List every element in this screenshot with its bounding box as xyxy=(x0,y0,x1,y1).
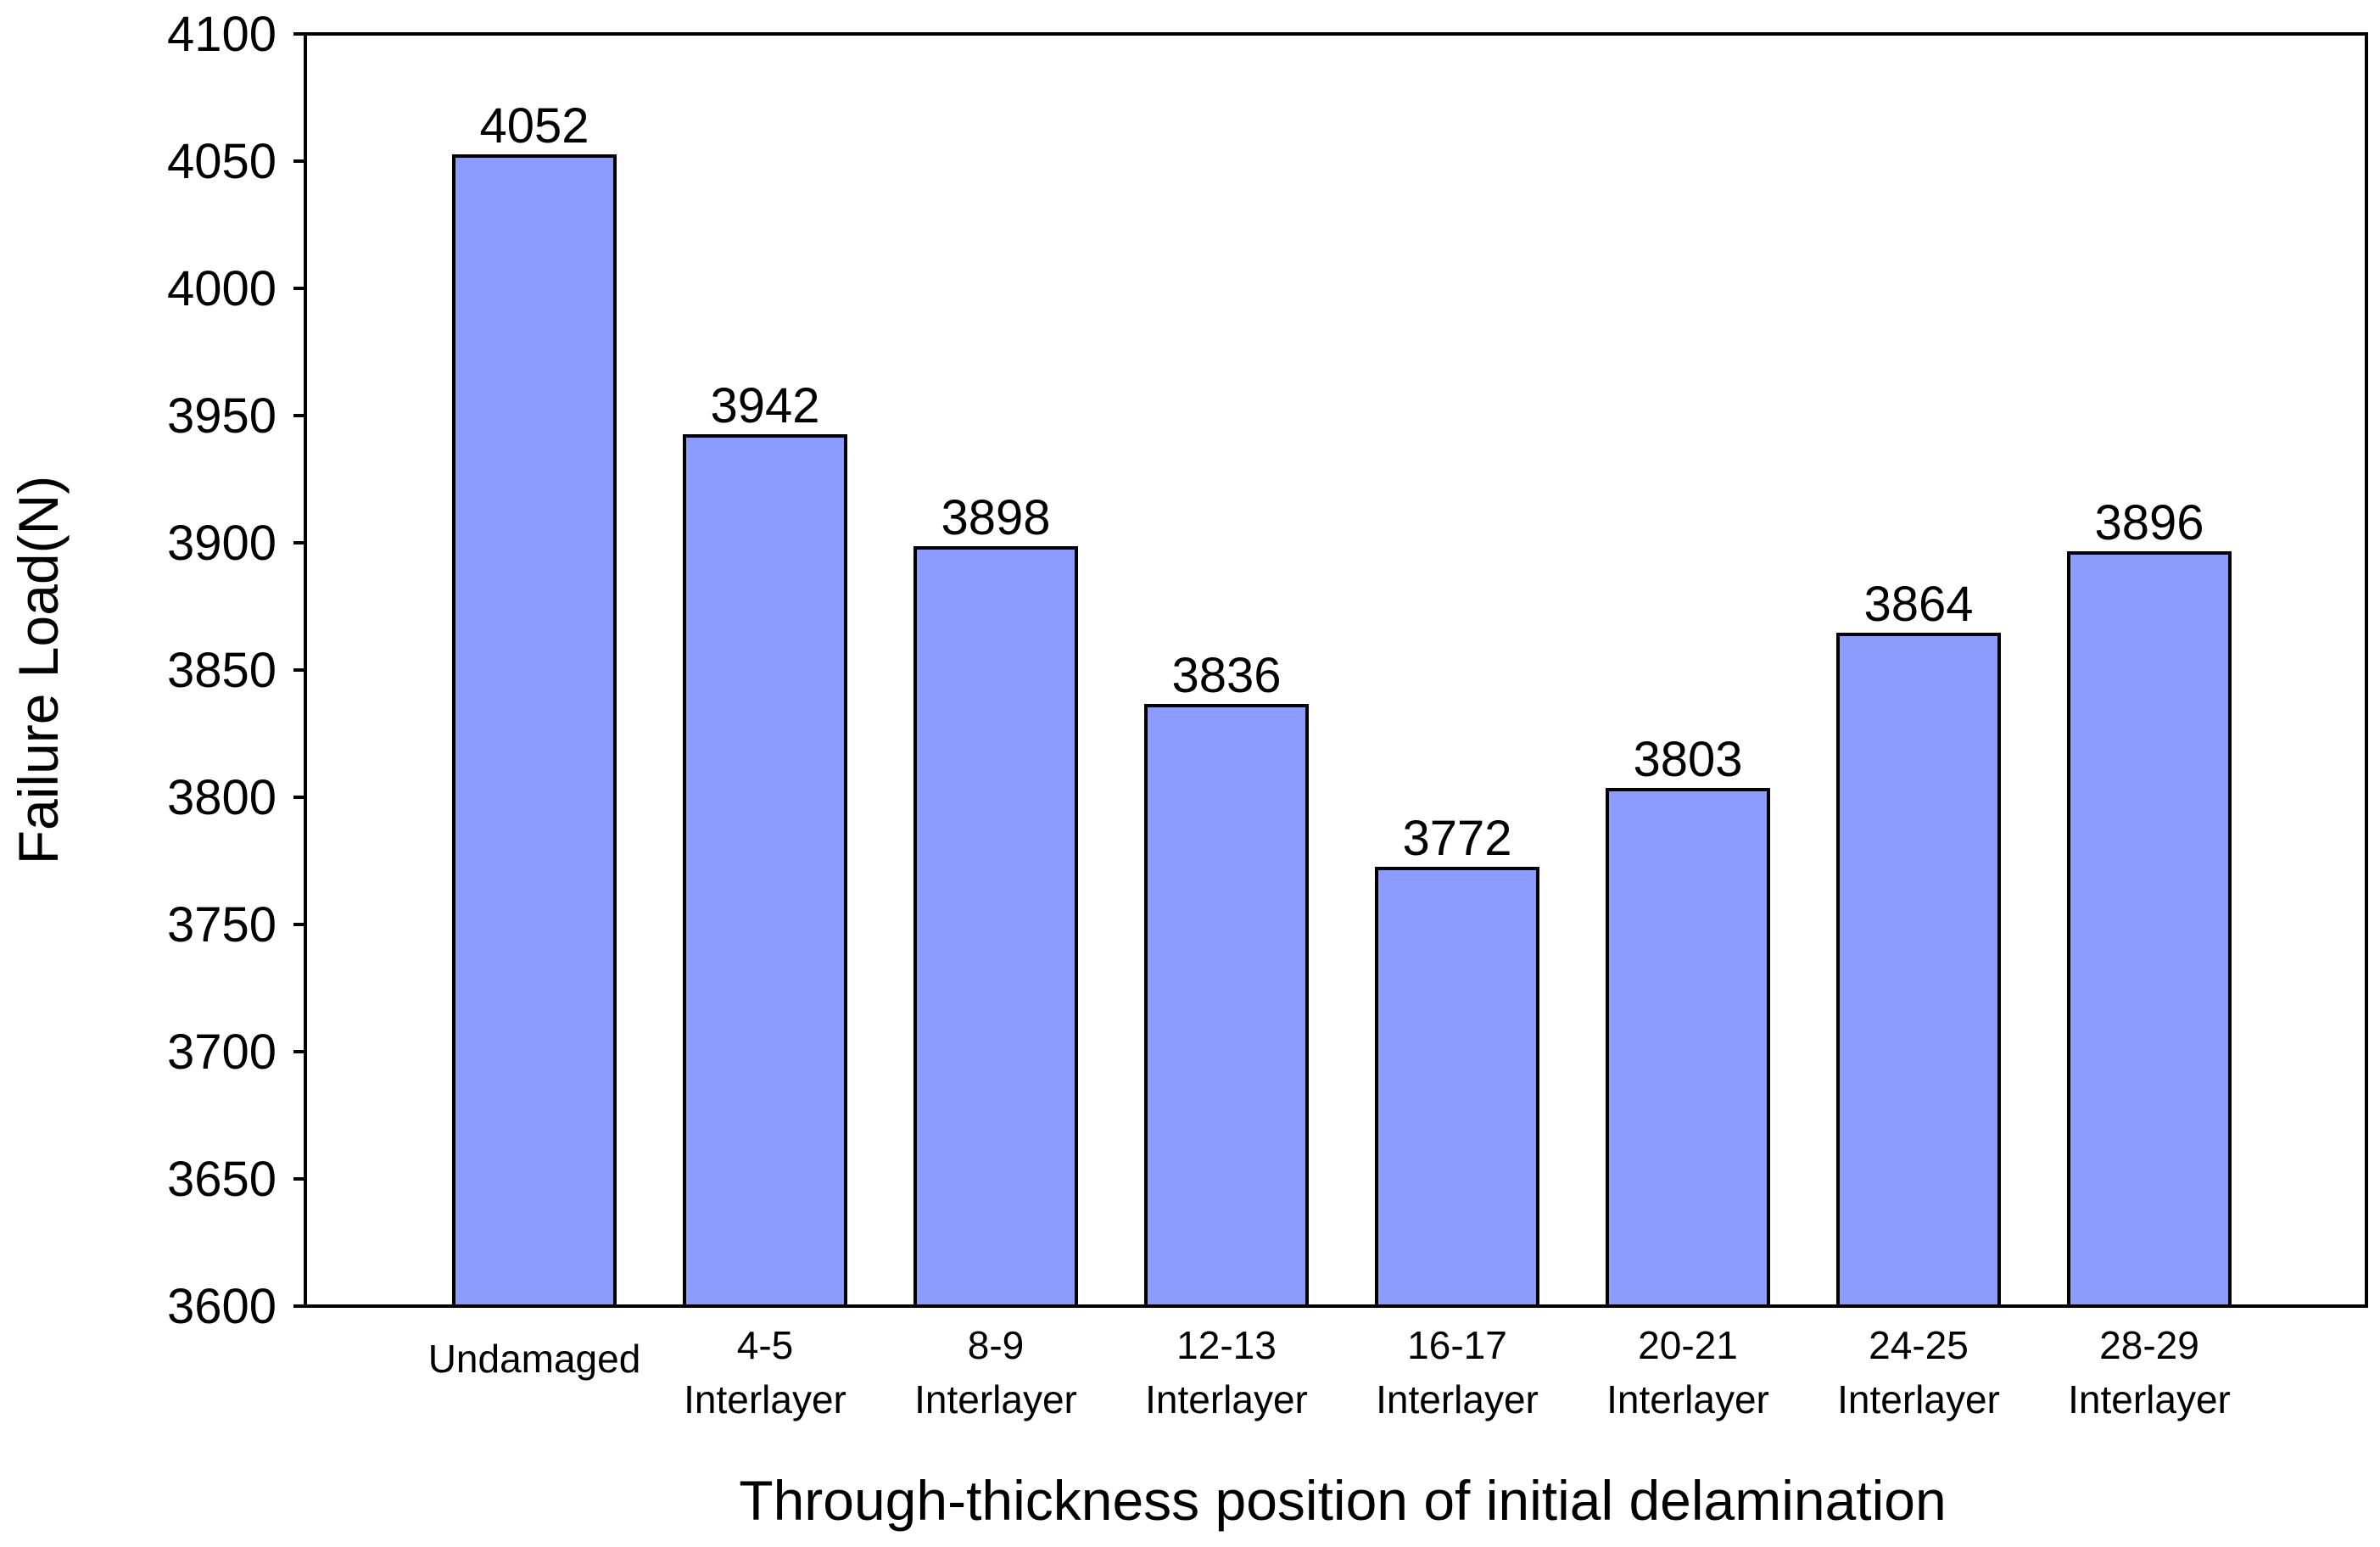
x-tick-label: Interlayer xyxy=(1145,1377,1308,1421)
data-label: 3942 xyxy=(710,378,819,433)
bar xyxy=(2067,551,2232,1308)
y-tick-label: 4050 xyxy=(167,134,277,189)
x-tick-label: 20-21 xyxy=(1638,1323,1738,1367)
y-axis: 3600 3650 3700 3750 3800 3850 3900 3950 4000 4050… xyxy=(167,7,305,1334)
value-labels-layer: 4052 3942 3898 3836 3772 3803 3864 3896 xyxy=(479,98,2204,866)
x-tick-label: 4-5 xyxy=(737,1323,793,1367)
x-tick-label: Undamaged xyxy=(428,1337,641,1381)
data-label: 3803 xyxy=(1633,732,1742,787)
x-tick-label: 24-25 xyxy=(1869,1323,1969,1367)
bar xyxy=(452,154,617,1308)
data-label: 3864 xyxy=(1863,577,1973,632)
y-tick-label: 4100 xyxy=(167,7,277,62)
x-tick-label: Interlayer xyxy=(1837,1377,2000,1421)
x-tick-label: Interlayer xyxy=(1606,1377,1769,1421)
bar xyxy=(683,434,847,1308)
data-label: 3896 xyxy=(2094,495,2204,550)
x-tick-label: 16-17 xyxy=(1407,1323,1507,1367)
y-tick-label: 3600 xyxy=(167,1279,277,1334)
x-tick-label: Interlayer xyxy=(1376,1377,1539,1421)
y-tick-label: 3950 xyxy=(167,388,277,444)
bar xyxy=(913,546,1078,1308)
x-tick-label: 28-29 xyxy=(2099,1323,2199,1367)
x-tick-label: Interlayer xyxy=(684,1377,846,1421)
y-tick-label: 3800 xyxy=(167,770,277,825)
y-tick-label: 4000 xyxy=(167,261,277,316)
x-axis-title: Through-thickness position of initial de… xyxy=(739,1469,1946,1532)
y-tick-label: 3700 xyxy=(167,1025,277,1080)
data-label: 3772 xyxy=(1402,811,1511,866)
bar xyxy=(1606,788,1770,1308)
data-label: 4052 xyxy=(479,98,589,154)
data-label: 3898 xyxy=(941,490,1050,545)
bar xyxy=(1144,704,1309,1308)
x-tick-label: Interlayer xyxy=(2068,1377,2231,1421)
x-axis: Undamaged 4-5 Interlayer 8-9 Interlayer 12-13… xyxy=(428,1323,2231,1421)
x-tick-label: Interlayer xyxy=(914,1377,1077,1421)
y-tick-label: 3900 xyxy=(167,516,277,571)
bar xyxy=(1375,867,1539,1308)
y-tick-label: 3650 xyxy=(167,1152,277,1207)
bars-layer xyxy=(452,154,2232,1308)
bar xyxy=(1836,633,2001,1308)
y-tick-label: 3850 xyxy=(167,643,277,698)
x-tick-label: 8-9 xyxy=(968,1323,1024,1367)
data-label: 3836 xyxy=(1171,648,1281,703)
y-axis-title: Failure Load(N) xyxy=(7,476,70,865)
y-tick-label: 3750 xyxy=(167,897,277,952)
x-tick-label: 12-13 xyxy=(1176,1323,1277,1367)
